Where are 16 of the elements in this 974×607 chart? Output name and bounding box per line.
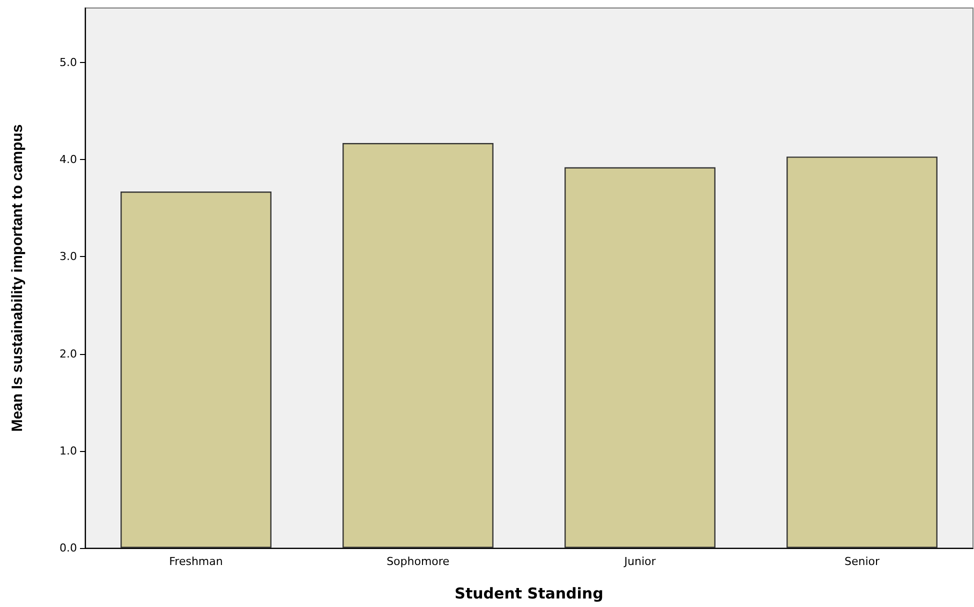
- bar: [120, 192, 272, 548]
- bar: [786, 156, 938, 548]
- y-tick-label: 3.0: [60, 250, 77, 264]
- y-tick-label: 2.0: [60, 347, 77, 360]
- y-tick-label: 5.0: [60, 56, 77, 69]
- y-axis-title: Mean Is sustainability important to campus: [9, 124, 26, 432]
- x-tick-label: Freshman: [169, 555, 223, 568]
- x-tick-label: Sophomore: [386, 555, 450, 568]
- y-tick-label: 1.0: [60, 444, 77, 458]
- x-tick-label: Junior: [623, 555, 656, 568]
- x-tick-label: Senior: [844, 555, 880, 568]
- y-tick-label: 0.0: [60, 542, 77, 554]
- bar: [564, 167, 716, 548]
- x-axis-title: Student Standing: [454, 584, 604, 602]
- y-tick-label: 4.0: [60, 153, 77, 166]
- bar: [342, 143, 494, 548]
